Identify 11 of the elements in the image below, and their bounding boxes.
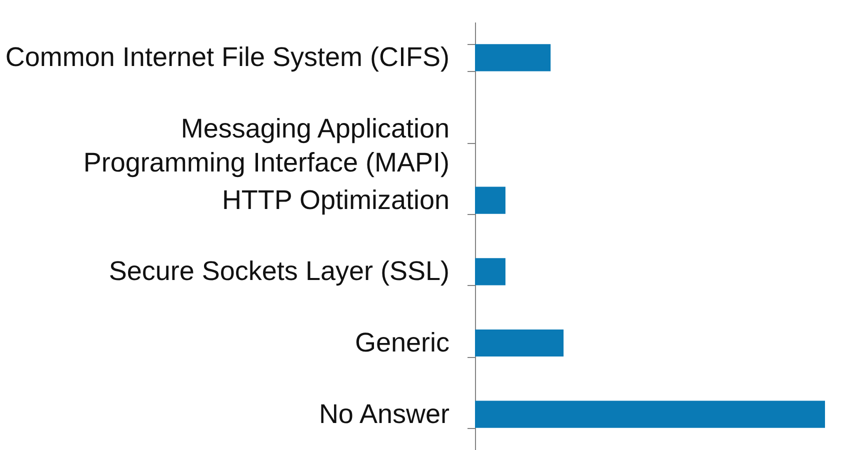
bar [475, 258, 506, 286]
y-tick-label: Generic [354, 328, 450, 358]
y-tick-label: Messaging Application Programming Interface (MAPI) [83, 114, 450, 178]
y-tick-label: Common Internet File System (CIFS) [5, 42, 450, 72]
y-tick-label: HTTP Optimization [222, 184, 450, 215]
bar [475, 186, 506, 214]
y-tick-label: Secure Sockets Layer (SSL) [108, 256, 450, 286]
bar [475, 329, 564, 357]
y-tick-label: No Answer [318, 398, 450, 429]
bar [475, 44, 551, 72]
bar [475, 400, 825, 428]
